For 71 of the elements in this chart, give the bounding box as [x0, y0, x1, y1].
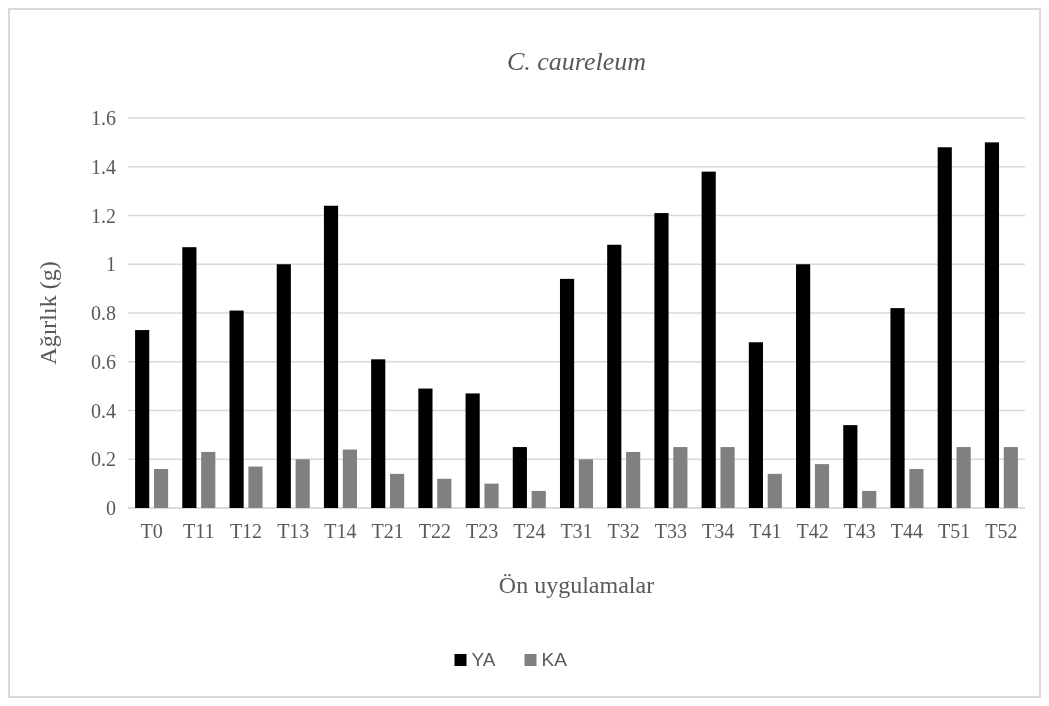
y-tick-label: 1.4 [91, 155, 116, 178]
bar [512, 447, 527, 508]
bar [295, 459, 310, 508]
x-tick-label: T24 [513, 520, 546, 542]
bar [531, 490, 546, 508]
x-tick-label: T44 [890, 520, 924, 542]
x-tick-label: T43 [843, 520, 876, 542]
x-tick-label: T0 [140, 520, 163, 542]
x-tick-label: T42 [796, 520, 829, 542]
chart-title: C. caureleum [506, 47, 647, 76]
bar [229, 310, 244, 508]
bar [890, 308, 905, 508]
bar [701, 171, 716, 508]
y-tick-label: 0.8 [91, 302, 116, 324]
x-tick-label: T34 [702, 520, 735, 542]
bar [437, 478, 452, 508]
y-tick-label: 0 [106, 497, 116, 519]
x-tick-label: T12 [229, 520, 263, 542]
bar [767, 473, 782, 508]
bar [390, 473, 405, 508]
bar [720, 447, 735, 508]
bar [748, 342, 763, 508]
y-tick-label: 1.6 [91, 107, 116, 129]
bar [937, 147, 952, 508]
bar [654, 213, 669, 508]
bar [135, 330, 150, 508]
y-tick-label: 0.2 [91, 448, 116, 471]
x-tick-label: T41 [749, 520, 782, 542]
x-tick-label: T11 [183, 520, 215, 542]
x-tick-label: T14 [324, 520, 357, 542]
bar [248, 466, 263, 508]
y-tick-label: 0.6 [91, 350, 116, 373]
bar [956, 447, 971, 508]
bar [323, 205, 339, 508]
bar [418, 388, 433, 508]
bar [673, 447, 688, 508]
x-tick-label: T31 [560, 520, 593, 542]
x-axis-title: Ön uygulamalar [498, 572, 655, 598]
bar [862, 490, 877, 508]
bar [276, 264, 291, 508]
x-tick-label: T23 [465, 520, 499, 542]
bar [559, 278, 575, 508]
x-tick-label: T13 [277, 520, 310, 542]
y-tick-label: 1 [106, 253, 116, 276]
bar [153, 469, 169, 508]
bar [984, 142, 1000, 508]
bar [1003, 447, 1018, 508]
x-tick-label: T21 [371, 520, 404, 542]
bar [626, 451, 641, 508]
bar [843, 425, 858, 508]
y-tick-label: 0.4 [91, 399, 116, 422]
x-tick-label: T52 [985, 520, 1018, 542]
legend-label: YA [471, 649, 496, 670]
bar [607, 244, 622, 508]
x-tick-label: T51 [938, 520, 971, 542]
bar [342, 449, 357, 508]
y-axis-title: Ağırlık (g) [35, 261, 61, 365]
bar [796, 264, 811, 508]
bar [578, 459, 594, 508]
bar [484, 483, 499, 508]
bar [465, 393, 480, 508]
bar [814, 464, 830, 508]
bar [371, 359, 386, 508]
bar [201, 451, 216, 508]
y-tick-label: 1.2 [91, 204, 116, 227]
x-tick-label: T22 [418, 520, 451, 542]
bar [182, 247, 197, 508]
x-tick-label: T32 [607, 520, 640, 542]
bar [909, 469, 924, 508]
legend-label: KA [541, 649, 568, 670]
x-tick-label: T33 [654, 520, 688, 542]
